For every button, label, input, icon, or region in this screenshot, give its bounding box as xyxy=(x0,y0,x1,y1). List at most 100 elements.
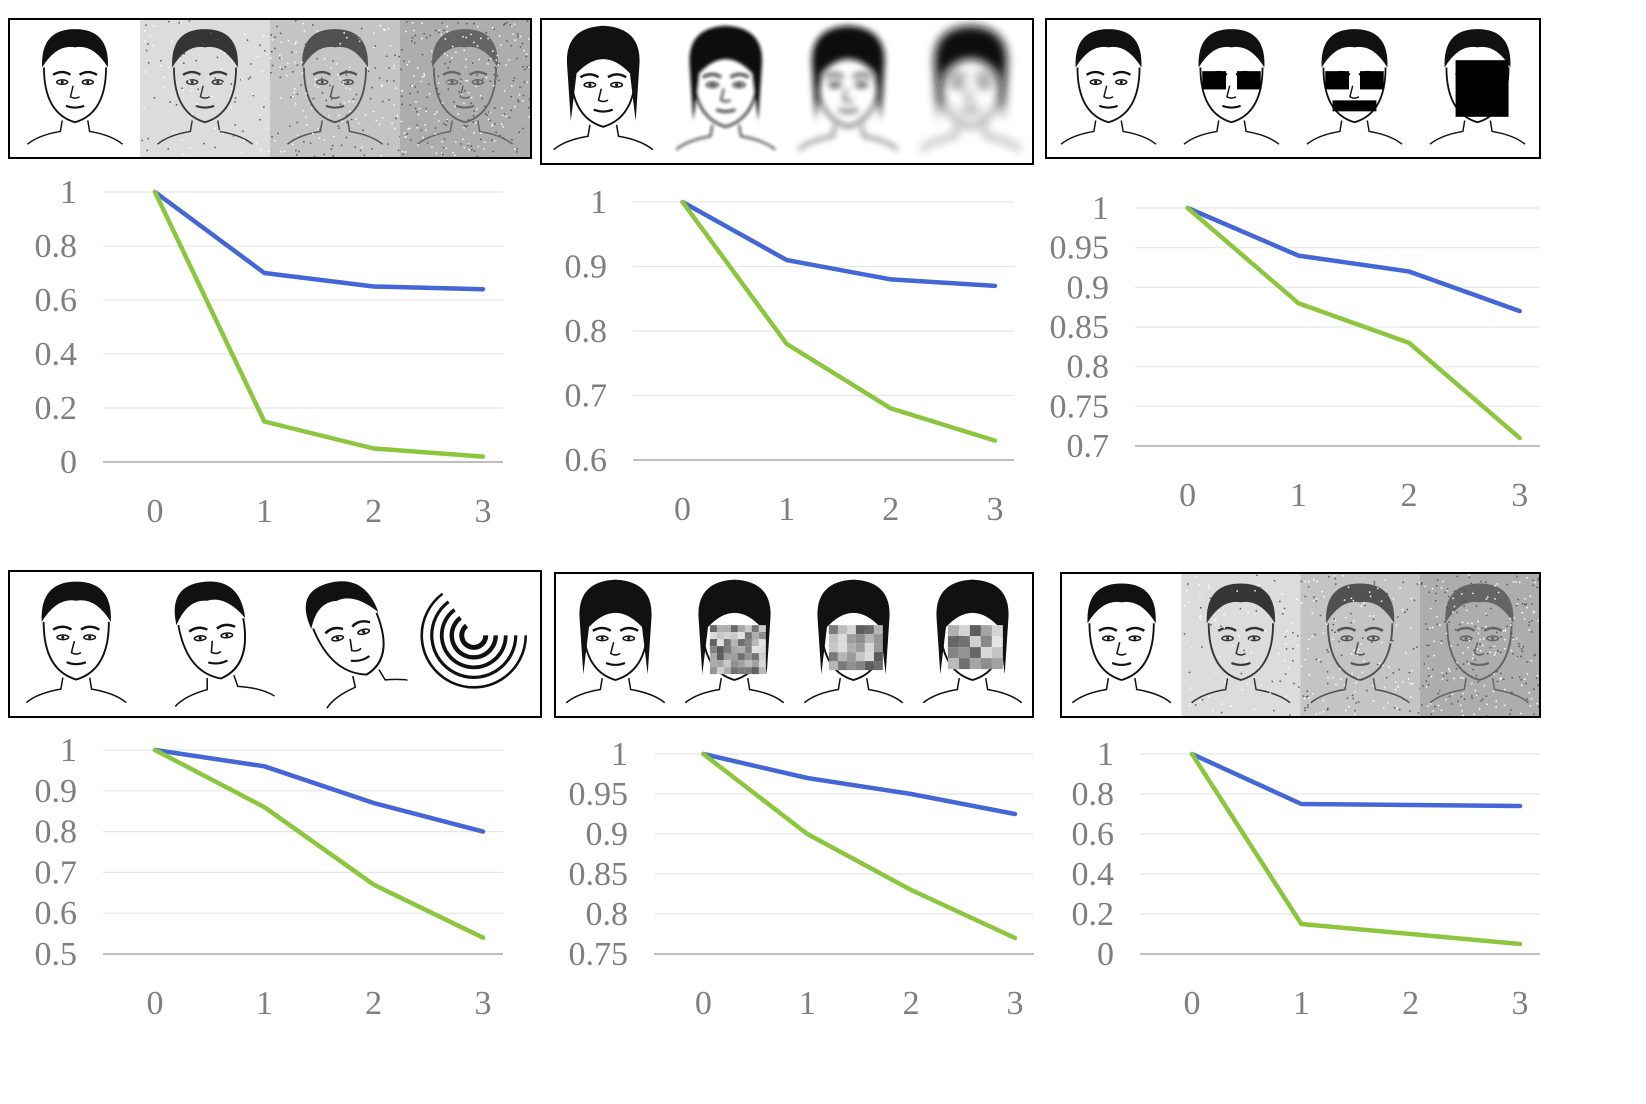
y-tick-label: 1 xyxy=(590,184,607,221)
sketch-face-original-thumbnail xyxy=(10,20,140,157)
x-tick-label: 0 xyxy=(1184,985,1201,1022)
x-tick-label: 3 xyxy=(986,491,1003,528)
y-tick-label: 1 xyxy=(1092,190,1109,227)
x-tick-label: 2 xyxy=(882,491,899,528)
x-tick-label: 1 xyxy=(778,491,795,528)
y-tick-label: 0.95 xyxy=(1050,230,1110,267)
x-tick-label: 2 xyxy=(903,985,920,1022)
y-tick-label: 0.75 xyxy=(1050,388,1110,425)
x-tick-label: 3 xyxy=(1512,985,1529,1022)
y-tick-label: 0 xyxy=(1097,936,1114,973)
series-line-2 xyxy=(155,192,483,457)
face-strip-warp xyxy=(8,570,542,718)
x-tick-label: 0 xyxy=(674,491,691,528)
y-tick-label: 0.5 xyxy=(35,936,78,973)
x-tick-label: 1 xyxy=(1293,985,1310,1022)
y-tick-label: 0.8 xyxy=(565,313,608,350)
series-line-1 xyxy=(703,754,1015,814)
series-line-2 xyxy=(1192,754,1520,944)
sketch-face-original-thumbnail xyxy=(556,574,675,716)
y-tick-label: 0.7 xyxy=(35,854,78,891)
line-chart-noise-2: 0 0.2 0.4 0.6 0.8 1 0 1 2 3 xyxy=(1030,722,1550,1052)
y-tick-label: 0.6 xyxy=(35,282,78,319)
sketch-face-pixelate-2-thumbnail xyxy=(794,574,913,716)
sketch-face-noise-2-thumbnail xyxy=(270,20,401,157)
x-tick-label: 0 xyxy=(1179,477,1196,514)
sketch-face-original-thumbnail xyxy=(1047,20,1170,157)
y-tick-label: 0.9 xyxy=(586,816,629,853)
sketch-face-occlusion-large-thumbnail xyxy=(1416,20,1539,157)
sketch-face-blur-1-thumbnail xyxy=(665,20,788,163)
y-tick-label: 0.9 xyxy=(35,773,78,810)
y-tick-label: 0.8 xyxy=(35,814,78,851)
line-chart-warp: 0.5 0.6 0.7 0.8 0.9 1 0 1 2 3 xyxy=(0,722,530,1052)
y-tick-label: 0.9 xyxy=(1067,269,1110,306)
x-tick-label: 1 xyxy=(256,493,273,530)
y-tick-label: 0.4 xyxy=(35,336,78,373)
x-tick-label: 2 xyxy=(1402,985,1419,1022)
face-strip-noise-1 xyxy=(8,18,532,159)
sketch-face-warp-2-thumbnail xyxy=(275,572,424,716)
series-line-2 xyxy=(155,750,483,938)
y-tick-label: 0.7 xyxy=(565,378,608,415)
y-tick-label: 0.75 xyxy=(569,936,629,973)
face-strip-blur xyxy=(540,18,1034,165)
y-tick-label: 0.95 xyxy=(569,776,629,813)
x-tick-label: 0 xyxy=(695,985,712,1022)
x-tick-label: 3 xyxy=(475,493,492,530)
x-tick-label: 2 xyxy=(365,493,382,530)
x-tick-label: 3 xyxy=(1511,477,1528,514)
face-strip-noise-2 xyxy=(1060,572,1541,718)
y-tick-label: 0 xyxy=(60,444,77,481)
y-tick-label: 0.9 xyxy=(565,249,608,286)
sketch-face-warp-1-thumbnail xyxy=(143,572,276,716)
sketch-face-noise-3-thumbnail xyxy=(400,20,530,157)
sketch-face-noise-2-thumbnail xyxy=(1301,574,1421,716)
sketch-face-blur-2-thumbnail xyxy=(787,20,910,163)
y-tick-label: 0.8 xyxy=(1067,349,1110,386)
face-strip-occlusion xyxy=(1045,18,1541,159)
y-tick-label: 0.8 xyxy=(586,896,629,933)
y-tick-label: 0.85 xyxy=(569,856,629,893)
x-tick-label: 0 xyxy=(147,985,164,1022)
face-strip-pixelate xyxy=(554,572,1034,718)
series-line-2 xyxy=(683,202,995,441)
line-chart-occlusion: 0.7 0.75 0.8 0.85 0.9 0.95 1 0 1 2 3 xyxy=(1030,168,1550,538)
y-tick-label: 0.85 xyxy=(1050,309,1110,346)
x-tick-label: 1 xyxy=(256,985,273,1022)
y-tick-label: 0.2 xyxy=(35,390,78,427)
sketch-face-pixelate-1-thumbnail xyxy=(675,574,794,716)
sketch-face-noise-1-thumbnail xyxy=(1181,574,1300,716)
x-tick-label: 3 xyxy=(475,985,492,1022)
sketch-face-occlusion-eyes-mouth-thumbnail xyxy=(1293,20,1416,157)
sketch-face-pixelate-3-thumbnail xyxy=(913,574,1032,716)
x-tick-label: 0 xyxy=(147,493,164,530)
x-tick-label: 2 xyxy=(365,985,382,1022)
sketch-face-blur-3-thumbnail xyxy=(910,20,1033,163)
sketch-face-occlusion-eyes-thumbnail xyxy=(1170,20,1293,157)
series-line-1 xyxy=(155,192,483,289)
y-tick-label: 0.6 xyxy=(565,442,608,479)
sketch-face-original-thumbnail xyxy=(1062,574,1181,716)
y-tick-label: 0.8 xyxy=(35,228,78,265)
series-line-1 xyxy=(1192,754,1520,806)
line-chart-blur: 0.6 0.7 0.8 0.9 1 0 1 2 3 xyxy=(535,168,1035,538)
sketch-face-swirl-thumbnail xyxy=(408,572,541,716)
x-tick-label: 2 xyxy=(1401,477,1418,514)
y-tick-label: 0.2 xyxy=(1072,896,1115,933)
series-line-1 xyxy=(1188,208,1520,311)
y-tick-label: 0.6 xyxy=(1072,816,1115,853)
sketch-face-original-thumbnail xyxy=(10,572,143,716)
series-line-2 xyxy=(703,754,1015,938)
y-tick-label: 1 xyxy=(611,736,628,773)
y-tick-label: 0.7 xyxy=(1067,428,1110,465)
sketch-face-noise-1-thumbnail xyxy=(140,20,270,157)
sketch-face-original-thumbnail xyxy=(542,20,665,163)
y-tick-label: 1 xyxy=(60,732,77,769)
series-line-1 xyxy=(683,202,995,286)
y-tick-label: 1 xyxy=(1097,736,1114,773)
sketch-face-noise-3-thumbnail xyxy=(1420,574,1539,716)
x-tick-label: 1 xyxy=(1290,477,1307,514)
y-tick-label: 0.8 xyxy=(1072,776,1115,813)
y-tick-label: 0.4 xyxy=(1072,856,1115,893)
